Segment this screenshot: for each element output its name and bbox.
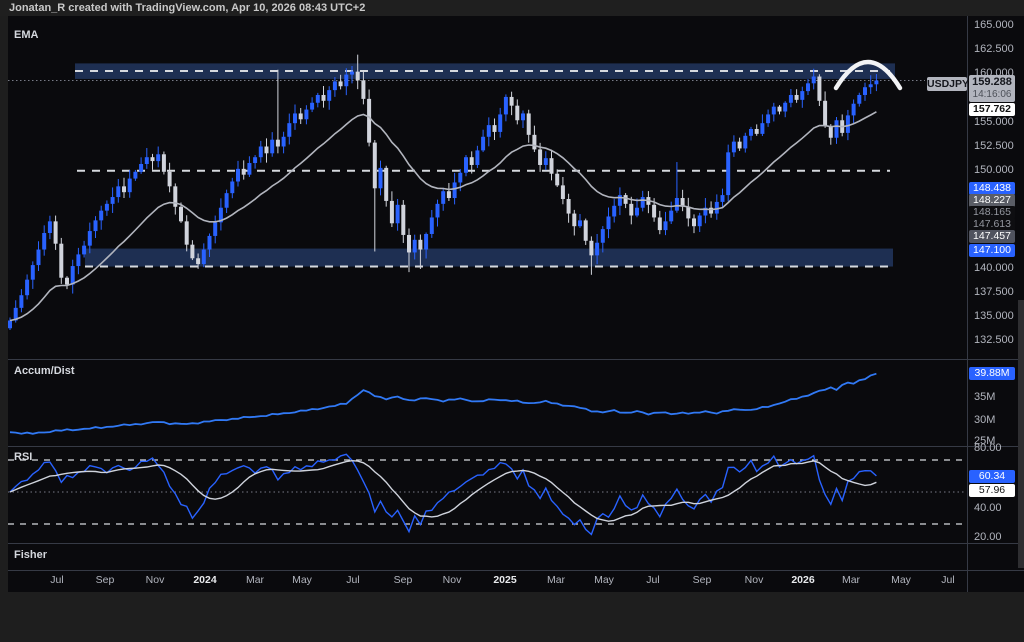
last-price-label[interactable]: 159.288 14:16:06: [969, 75, 1015, 102]
price-marker-label: 148.165: [969, 205, 1015, 219]
time-axis-month-label[interactable]: Nov: [145, 574, 165, 586]
ema-value-label: 157.762: [969, 103, 1015, 116]
rsi-tick[interactable]: 20.00: [974, 530, 1002, 543]
time-axis-year-label[interactable]: 2025: [493, 574, 517, 586]
rsi-line[interactable]: [9, 453, 877, 536]
price-tick[interactable]: 155.000: [974, 115, 1014, 128]
time-axis-month-label[interactable]: Jul: [50, 574, 64, 586]
time-axis-month-label[interactable]: Sep: [393, 574, 413, 586]
panel-divider: [8, 570, 1024, 571]
accum-dist-label[interactable]: Accum/Dist: [14, 365, 75, 377]
panel-divider[interactable]: [8, 359, 1024, 360]
price-marker-label: 147.100: [969, 243, 1015, 257]
rsi-tick[interactable]: 40.00: [974, 501, 1002, 514]
panel-divider[interactable]: [8, 543, 1024, 544]
time-axis-month-label[interactable]: Jul: [646, 574, 660, 586]
time-axis-month-label[interactable]: May: [292, 574, 312, 586]
rsi-ma-line[interactable]: [9, 459, 877, 522]
ema-indicator-label[interactable]: EMA: [14, 29, 39, 41]
fisher-label[interactable]: Fisher: [14, 549, 48, 561]
price-tick[interactable]: 132.500: [974, 334, 1014, 347]
price-tick[interactable]: 137.500: [974, 285, 1014, 298]
accum-value-label: 39.88M: [969, 366, 1015, 380]
accum-tick[interactable]: 35M: [974, 390, 996, 403]
time-axis-month-label[interactable]: Nov: [442, 574, 462, 586]
time-axis-month-label[interactable]: May: [594, 574, 614, 586]
arc-drawing[interactable]: [833, 59, 903, 91]
ema-line[interactable]: [9, 111, 877, 322]
time-axis-month-label[interactable]: Jul: [941, 574, 955, 586]
price-marker-label: 148.438: [969, 181, 1015, 195]
credit-text: Jonatan_R created with TradingView.com, …: [9, 2, 366, 14]
scrollbar[interactable]: [1018, 300, 1024, 568]
rsi-value-label: 60.34: [969, 469, 1015, 483]
time-axis-month-label[interactable]: Jul: [346, 574, 360, 586]
rsi-ma-value-label: 57.96: [969, 483, 1015, 497]
time-axis-month-label[interactable]: Nov: [744, 574, 764, 586]
rsi-label[interactable]: RSI: [14, 451, 33, 463]
price-tick[interactable]: 165.000: [974, 18, 1014, 31]
time-axis-year-label[interactable]: 2024: [193, 574, 217, 586]
price-axis-divider[interactable]: [967, 16, 968, 592]
time-axis-month-label[interactable]: Mar: [245, 574, 265, 586]
accum-tick[interactable]: 30M: [974, 413, 996, 426]
rsi-tick[interactable]: 80.00: [974, 441, 1002, 454]
time-axis-month-label[interactable]: Mar: [841, 574, 861, 586]
time-axis-month-label[interactable]: May: [891, 574, 911, 586]
accum-tick[interactable]: 25M: [974, 434, 996, 447]
last-price-value: 159.288: [972, 76, 1012, 88]
price-tick[interactable]: 140.000: [974, 261, 1014, 274]
time-axis-month-label[interactable]: Sep: [95, 574, 115, 586]
price-marker-label: 148.227: [969, 193, 1015, 207]
bar-countdown: 14:16:06: [972, 89, 1012, 100]
symbol-tag: USDJPY: [927, 77, 970, 91]
price-tick[interactable]: 135.000: [974, 310, 1014, 323]
price-marker-label: 147.457: [969, 229, 1015, 243]
footer-bar: TradingView: [0, 592, 1024, 642]
panel-divider[interactable]: [8, 446, 1024, 447]
credit-bar: Jonatan_R created with TradingView.com, …: [0, 0, 1024, 16]
time-axis-year-label[interactable]: 2026: [791, 574, 815, 586]
price-tick[interactable]: 162.500: [974, 42, 1014, 55]
price-tick[interactable]: 152.500: [974, 140, 1014, 152]
price-tick[interactable]: 150.000: [974, 164, 1014, 177]
candles-group[interactable]: [8, 54, 879, 330]
time-axis-month-label[interactable]: Mar: [546, 574, 566, 586]
time-axis-month-label[interactable]: Sep: [692, 574, 712, 586]
accum-dist-line[interactable]: [9, 372, 877, 435]
zone-drawing[interactable]: [85, 248, 893, 267]
price-marker-label: 147.613: [969, 217, 1015, 231]
